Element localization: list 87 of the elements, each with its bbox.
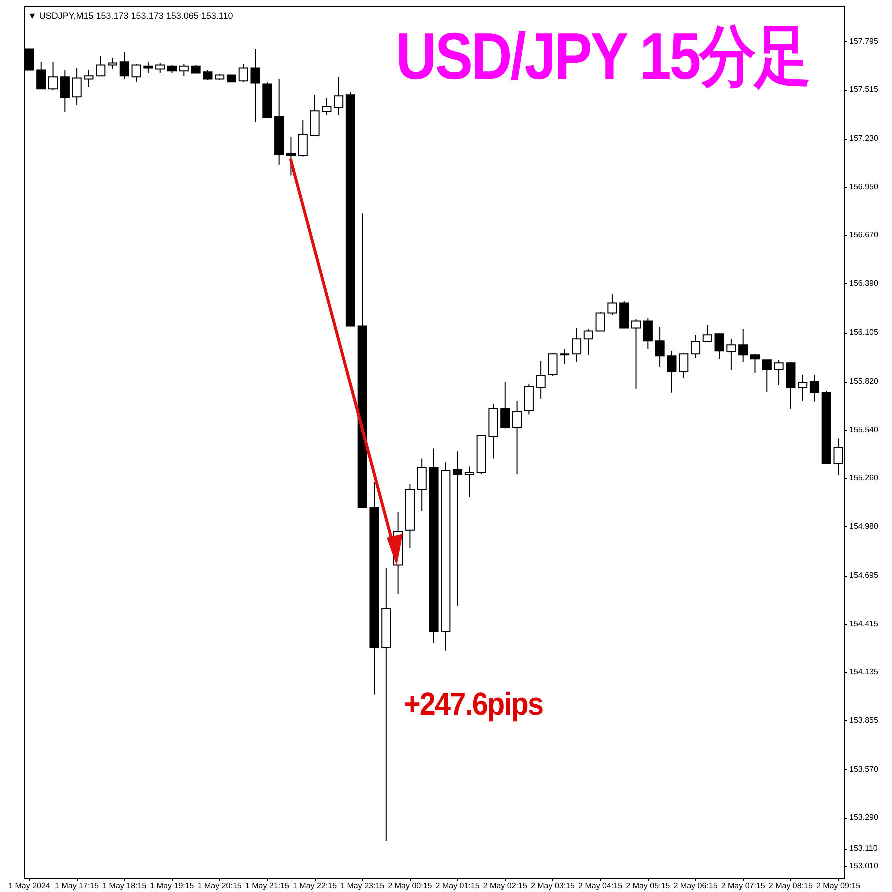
x-tick-label: 1 May 20:15 bbox=[198, 882, 242, 890]
x-tick-label: 2 May 02:15 bbox=[483, 882, 528, 890]
x-tick-label: 1 May 2024 bbox=[8, 882, 51, 890]
x-tick-label: 1 May 23:15 bbox=[340, 882, 386, 890]
y-tick-label: 157.230 bbox=[850, 134, 879, 144]
chart-title: USD/JPY 15分足 bbox=[396, 18, 810, 95]
x-tick-label: 1 May 21:15 bbox=[245, 882, 290, 890]
x-tick-label: 2 May 09:15 bbox=[816, 882, 862, 890]
candlestick bbox=[762, 360, 772, 393]
candlestick bbox=[810, 374, 820, 402]
candlestick bbox=[608, 294, 618, 316]
candlestick bbox=[584, 328, 594, 356]
y-tick-label: 153.010 bbox=[850, 861, 879, 870]
x-tick-label: 2 May 08:15 bbox=[768, 882, 814, 890]
candlestick bbox=[298, 120, 308, 158]
candlestick bbox=[726, 338, 736, 370]
candlestick bbox=[72, 68, 82, 106]
x-tick-label: 2 May 03:15 bbox=[530, 882, 576, 890]
candlestick bbox=[464, 466, 474, 498]
candlestick bbox=[286, 136, 296, 176]
candlestick bbox=[132, 64, 142, 83]
candlestick bbox=[500, 382, 510, 430]
candlestick bbox=[690, 334, 701, 359]
y-tick-label: 153.570 bbox=[850, 764, 879, 774]
x-tick-label: 2 May 00:15 bbox=[388, 882, 433, 890]
candlestick bbox=[156, 62, 166, 74]
candlestick bbox=[108, 58, 118, 70]
y-tick-label: 156.670 bbox=[850, 230, 879, 240]
candlestick bbox=[453, 451, 463, 607]
y-tick-label: 155.540 bbox=[850, 425, 879, 434]
candlestick bbox=[774, 360, 784, 386]
candlestick bbox=[798, 374, 808, 402]
x-tick-label: 1 May 17:15 bbox=[55, 882, 100, 890]
candlestick bbox=[702, 324, 712, 343]
candlestick bbox=[179, 64, 189, 77]
candlestick bbox=[120, 52, 130, 80]
y-tick-label: 153.290 bbox=[850, 813, 879, 822]
candlestick bbox=[536, 360, 546, 400]
candlestick bbox=[203, 70, 213, 81]
candlestick bbox=[48, 62, 58, 91]
candlestick bbox=[631, 318, 642, 390]
y-tick-label: 153.110 bbox=[850, 844, 878, 854]
y-tick-label: 154.135 bbox=[850, 668, 879, 677]
y-tick-label: 154.415 bbox=[850, 619, 879, 628]
y-tick-label: 157.515 bbox=[850, 85, 879, 94]
y-tick-label: 156.950 bbox=[850, 182, 879, 192]
y-tick-label: 156.390 bbox=[850, 278, 879, 288]
candlestick bbox=[738, 328, 748, 363]
y-tick-label: 157.795 bbox=[850, 36, 879, 46]
text: ▼ USDJPY,M15 153.173 153.173 153.065 153.110 bbox=[28, 11, 234, 21]
candlestick bbox=[572, 328, 582, 363]
y-tick-label: 155.260 bbox=[850, 474, 879, 483]
y-tick-label: 153.855 bbox=[850, 716, 879, 725]
x-tick-label: 2 May 06:15 bbox=[674, 882, 718, 890]
candlestick bbox=[334, 76, 344, 116]
annotation: +247.6pips bbox=[404, 686, 544, 723]
y-tick-label: 155.820 bbox=[850, 377, 879, 386]
y-tick-label: 154.980 bbox=[850, 522, 879, 531]
candlestick bbox=[512, 400, 522, 476]
x-tick-label: 1 May 19:15 bbox=[150, 882, 195, 890]
x-tick-label: 2 May 07:15 bbox=[721, 882, 766, 890]
x-tick-label: 2 May 01:15 bbox=[436, 882, 480, 890]
candlestick bbox=[667, 350, 677, 394]
candlestick bbox=[679, 352, 689, 379]
candlestick bbox=[60, 70, 70, 112]
candlestick bbox=[643, 318, 653, 350]
x-tick-label: 2 May 05:15 bbox=[626, 882, 671, 890]
candlestick bbox=[548, 352, 558, 376]
y-tick-label: 154.695 bbox=[850, 571, 879, 580]
x-tick-label: 1 May 22:15 bbox=[293, 882, 338, 890]
candlestick bbox=[84, 70, 94, 88]
candlestick bbox=[238, 64, 248, 83]
y-tick-label: 156.105 bbox=[850, 328, 879, 338]
candlestick bbox=[750, 354, 760, 374]
candlestick bbox=[36, 62, 46, 90]
candlestick bbox=[417, 458, 427, 512]
candlestick bbox=[250, 48, 260, 122]
candlestick bbox=[322, 98, 332, 116]
candlestick bbox=[834, 438, 844, 476]
x-tick-label: 2 May 04:15 bbox=[578, 882, 624, 890]
x-tick-label: 1 May 18:15 bbox=[102, 882, 148, 890]
candlestick bbox=[524, 383, 534, 416]
candlestick bbox=[714, 334, 724, 360]
candlestick bbox=[560, 348, 570, 365]
candlestick bbox=[655, 326, 665, 368]
candlestick bbox=[596, 312, 606, 332]
candlestick bbox=[96, 56, 106, 77]
